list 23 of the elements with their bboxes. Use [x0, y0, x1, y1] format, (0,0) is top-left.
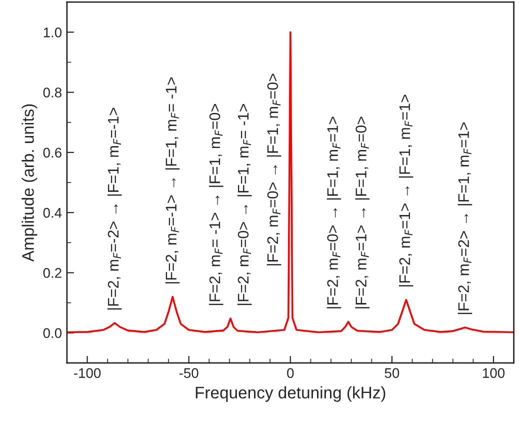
annotation: |F=2, m$_{F}$=-2> → |F=1, m$_{F}$=-1>: [107, 108, 122, 310]
annotation: |F=2, m$_{F}$=0> → |F=1, m$_{F}$=1>: [326, 116, 342, 308]
y-tick-label: 0.8: [43, 88, 62, 98]
y-axis-title: Amplitude (arb. units): [22, 104, 38, 262]
line-series: [66, 31, 514, 334]
x-tick-label: 50: [384, 368, 400, 378]
y-tick-label: 1.0: [44, 28, 62, 38]
annotation: |F=2, m$_{F}$=0> → |F=1, m$_{F}$=0>: [266, 74, 282, 266]
annotation: |F=2, m$_{F}$=1> → |F=1, m$_{F}$=0>: [355, 116, 370, 308]
x-tick-label: 0: [287, 368, 294, 378]
annotation: |F=2, m$_{F}$=-1> → |F=1, m$_{F}$= -1>: [165, 77, 180, 284]
annotation: |F=2, m$_{F}$=0> → |F=1, m$_{F}$= -1>: [237, 104, 252, 306]
y-tick-label: 0.6: [43, 148, 62, 158]
x-tick-label: 100: [482, 368, 505, 378]
x-tick-label: -100: [74, 368, 101, 378]
annotation: |F=2, m$_{F}$=1> → |F=1, m$_{F}$=1>: [398, 94, 414, 286]
x-tick-label: -50: [179, 368, 198, 378]
y-tick-label: 0.4: [43, 208, 62, 218]
annotation: |F=2, m$_{F}$= -1> → |F=1, m$_{F}$=0>: [208, 104, 224, 306]
x-axis-title: Frequency detuning (kHz): [196, 386, 386, 402]
y-tick-label: 0.0: [43, 328, 62, 338]
annotation: |F=2, m$_{F}$=2> → |F=1, m$_{F}$=1>: [458, 122, 472, 314]
y-tick-label: 0.2: [43, 268, 62, 278]
